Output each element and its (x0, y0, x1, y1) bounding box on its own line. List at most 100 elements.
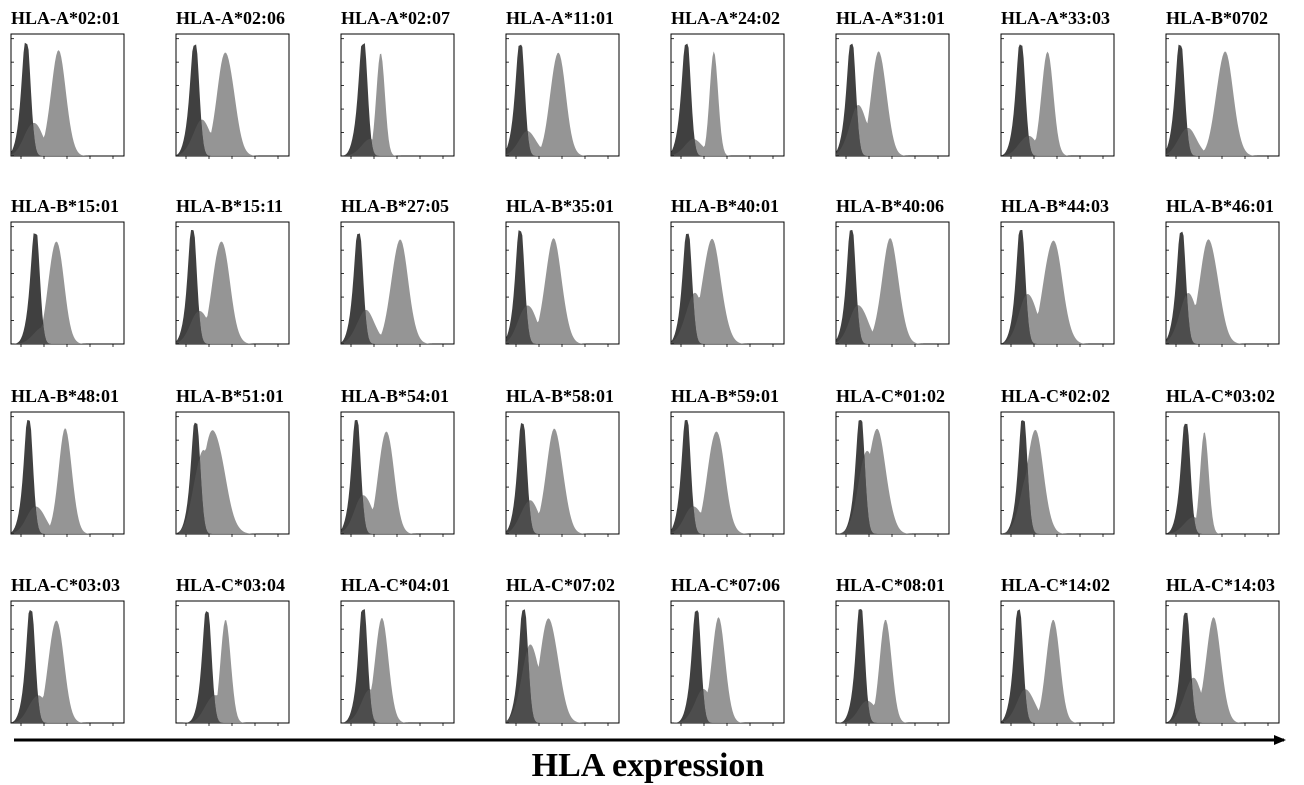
panel-title: HLA-B*59:01 (671, 386, 779, 406)
panel-title: HLA-C*03:03 (11, 575, 120, 595)
overlap-shading (176, 457, 289, 534)
overlap-shading (1166, 128, 1279, 156)
panel-title: HLA-B*48:01 (11, 386, 119, 406)
histogram-panel: HLA-B*27:05 (340, 196, 455, 347)
histogram-panel: HLA-B*35:01 (505, 196, 620, 347)
histogram-panel: HLA-A*31:01 (835, 8, 950, 159)
panel-title: HLA-A*02:07 (341, 8, 450, 28)
histogram-panel: HLA-C*07:06 (670, 575, 785, 726)
panel-title: HLA-B*35:01 (506, 196, 614, 216)
histogram-panel: HLA-A*11:01 (505, 8, 620, 159)
overlap-shading (836, 106, 949, 156)
histogram-panel: HLA-C*04:01 (340, 575, 455, 726)
control-histogram (836, 609, 949, 723)
panel-title: HLA-C*08:01 (836, 575, 945, 595)
histogram-panel: HLA-B*0702 (1165, 8, 1280, 159)
sample-histogram (11, 428, 124, 534)
overlap-shading (506, 649, 619, 723)
histogram-panel: HLA-B*51:01 (175, 386, 290, 537)
panel-title: HLA-B*40:01 (671, 196, 779, 216)
overlap-shading (836, 700, 949, 723)
control-histogram (341, 233, 454, 344)
overlap-shading (671, 138, 784, 156)
control-histogram (11, 420, 124, 534)
overlap-shading (836, 457, 949, 534)
sample-histogram (836, 238, 949, 344)
overlap-shading (341, 689, 454, 723)
sample-histogram (671, 238, 784, 344)
sample-histogram (176, 52, 289, 157)
overlap-shading (671, 295, 784, 344)
histogram-panel: HLA-B*44:03 (1000, 196, 1115, 347)
overlap-shading (1001, 294, 1114, 344)
sample-histogram (506, 428, 619, 534)
panel-title: HLA-B*44:03 (1001, 196, 1109, 216)
panel-title: HLA-B*46:01 (1166, 196, 1274, 216)
histogram-panel: HLA-B*54:01 (340, 386, 455, 537)
control-histogram (176, 44, 289, 156)
control-histogram (1001, 609, 1114, 723)
panel-title: HLA-C*02:02 (1001, 386, 1110, 406)
histogram-panel: HLA-C*07:02 (505, 575, 620, 726)
histogram-panel: HLA-C*03:03 (10, 575, 125, 726)
control-histogram (176, 611, 289, 723)
panel-title: HLA-B*51:01 (176, 386, 284, 406)
control-histogram (11, 233, 124, 344)
sample-histogram (11, 50, 124, 156)
histogram-panel: HLA-A*02:06 (175, 8, 290, 159)
sample-histogram (176, 620, 289, 723)
sample-histogram (506, 238, 619, 344)
histogram-panel: HLA-B*15:01 (10, 196, 125, 347)
overlap-shading (1166, 516, 1279, 534)
panel-title: HLA-A*11:01 (506, 8, 614, 28)
overlap-shading (1001, 464, 1114, 534)
sample-histogram (1001, 240, 1114, 344)
overlap-shading (11, 506, 124, 534)
overlap-shading (11, 695, 124, 723)
overlap-shading (341, 495, 454, 534)
panel-title: HLA-C*14:02 (1001, 575, 1110, 595)
histogram-panel: HLA-B*15:11 (175, 196, 290, 347)
panel-title: HLA-C*01:02 (836, 386, 945, 406)
sample-histogram (506, 52, 619, 156)
control-histogram (1001, 230, 1114, 344)
control-histogram (341, 43, 454, 156)
sample-histogram (1166, 239, 1279, 344)
sample-histogram (341, 431, 454, 534)
panel-title: HLA-C*03:02 (1166, 386, 1275, 406)
overlap-shading (1166, 294, 1279, 344)
panel-title: HLA-C*07:02 (506, 575, 615, 595)
sample-histogram (176, 430, 289, 534)
overlap-shading (1001, 135, 1114, 156)
overlap-shading (341, 138, 454, 156)
histogram-panel: HLA-C*14:02 (1000, 575, 1115, 726)
overlap-shading (176, 311, 289, 344)
overlap-shading (176, 695, 289, 723)
sample-histogram (341, 239, 454, 344)
panel-title: HLA-B*40:06 (836, 196, 944, 216)
panel-title: HLA-C*14:03 (1166, 575, 1275, 595)
control-histogram (11, 609, 124, 723)
histogram-panel: HLA-B*58:01 (505, 386, 620, 537)
histogram-panel: HLA-A*24:02 (670, 8, 785, 159)
overlap-shading (341, 310, 454, 344)
histogram-panel: HLA-B*40:01 (670, 196, 785, 347)
sample-histogram (176, 241, 289, 344)
sample-histogram (1166, 617, 1279, 723)
overlap-shading (1166, 679, 1279, 723)
overlap-shading (506, 305, 619, 344)
panel-title: HLA-A*24:02 (671, 8, 780, 28)
sample-histogram (1001, 619, 1114, 723)
panel-title: HLA-B*15:11 (176, 196, 283, 216)
panel-title: HLA-B*27:05 (341, 196, 449, 216)
overlap-shading (836, 305, 949, 344)
histogram-panel: HLA-C*02:02 (1000, 386, 1115, 537)
sample-histogram (1001, 51, 1114, 156)
histogram-panel: HLA-A*02:07 (340, 8, 455, 159)
sample-histogram (506, 618, 619, 723)
panels-layer: HLA-A*02:01 HLA-A*02:06 HLA-A*02:07 HLA-A*1… (10, 8, 1280, 726)
histogram-panel: HLA-B*48:01 (10, 386, 125, 537)
histogram-panel: HLA-C*03:02 (1165, 386, 1280, 537)
overlap-shading (176, 119, 289, 156)
